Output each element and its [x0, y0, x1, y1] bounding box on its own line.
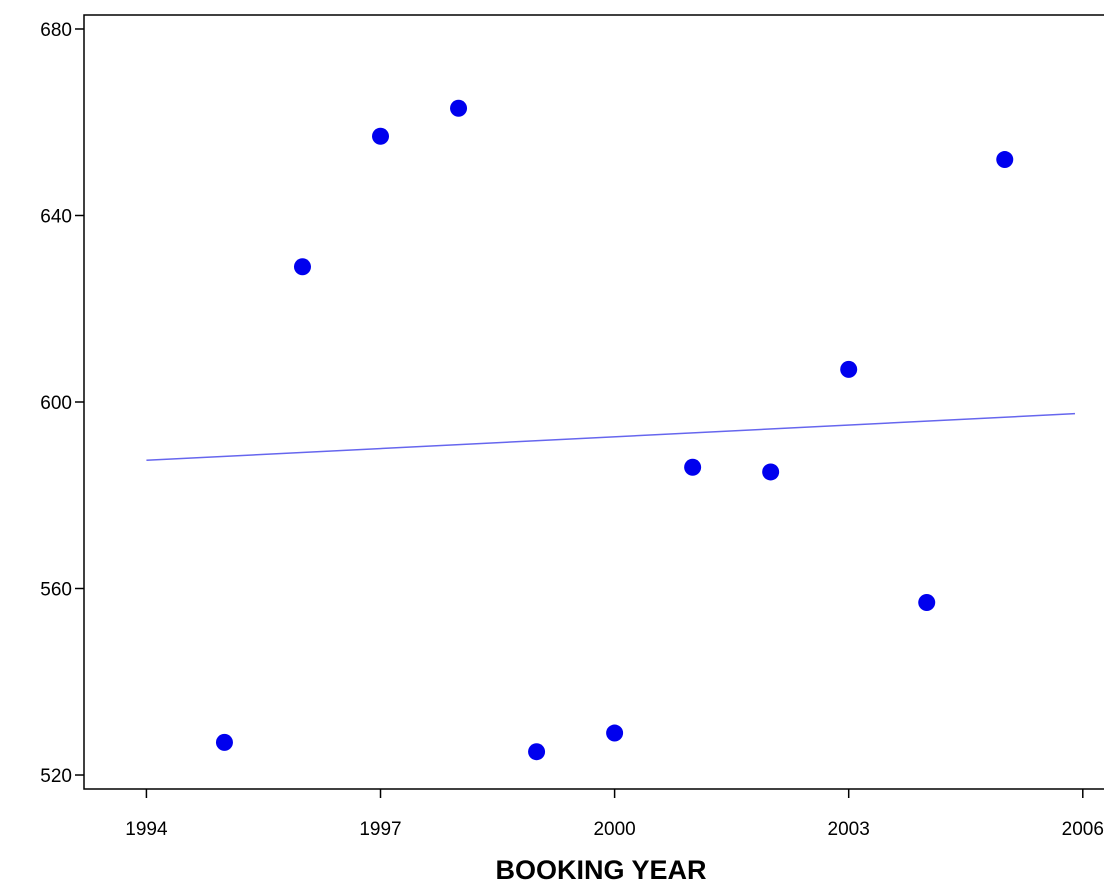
data-point	[684, 458, 702, 476]
x-axis-title: BOOKING YEAR	[495, 855, 706, 884]
data-point	[528, 743, 546, 761]
data-point	[840, 360, 858, 378]
y-tick-label: 640	[40, 206, 72, 227]
y-tick-label: 560	[40, 580, 72, 601]
data-points-layer	[215, 99, 1014, 761]
x-tick-label: 2003	[828, 819, 870, 840]
y-axis: 520 560 600 640 680	[40, 20, 84, 787]
x-axis: 1994 1997 2000 2003 2006	[125, 789, 1104, 840]
data-point	[606, 724, 624, 742]
data-point	[918, 593, 936, 611]
fit-line	[146, 412, 1076, 462]
y-tick-label: 680	[40, 20, 72, 41]
fit-line-layer	[146, 412, 1076, 462]
x-tick-label: 1994	[125, 819, 168, 840]
plot-frame	[83, 14, 1104, 790]
data-point	[215, 733, 233, 751]
x-tick-label: 2006	[1062, 819, 1104, 840]
data-point	[762, 463, 780, 481]
y-tick-label: 520	[40, 766, 72, 787]
data-point	[372, 127, 390, 145]
data-point	[293, 258, 311, 276]
data-point	[450, 99, 468, 117]
x-tick-label: 2000	[593, 819, 635, 840]
x-tick-label: 1997	[359, 819, 401, 840]
y-tick-label: 600	[40, 393, 72, 414]
data-point	[996, 151, 1014, 169]
